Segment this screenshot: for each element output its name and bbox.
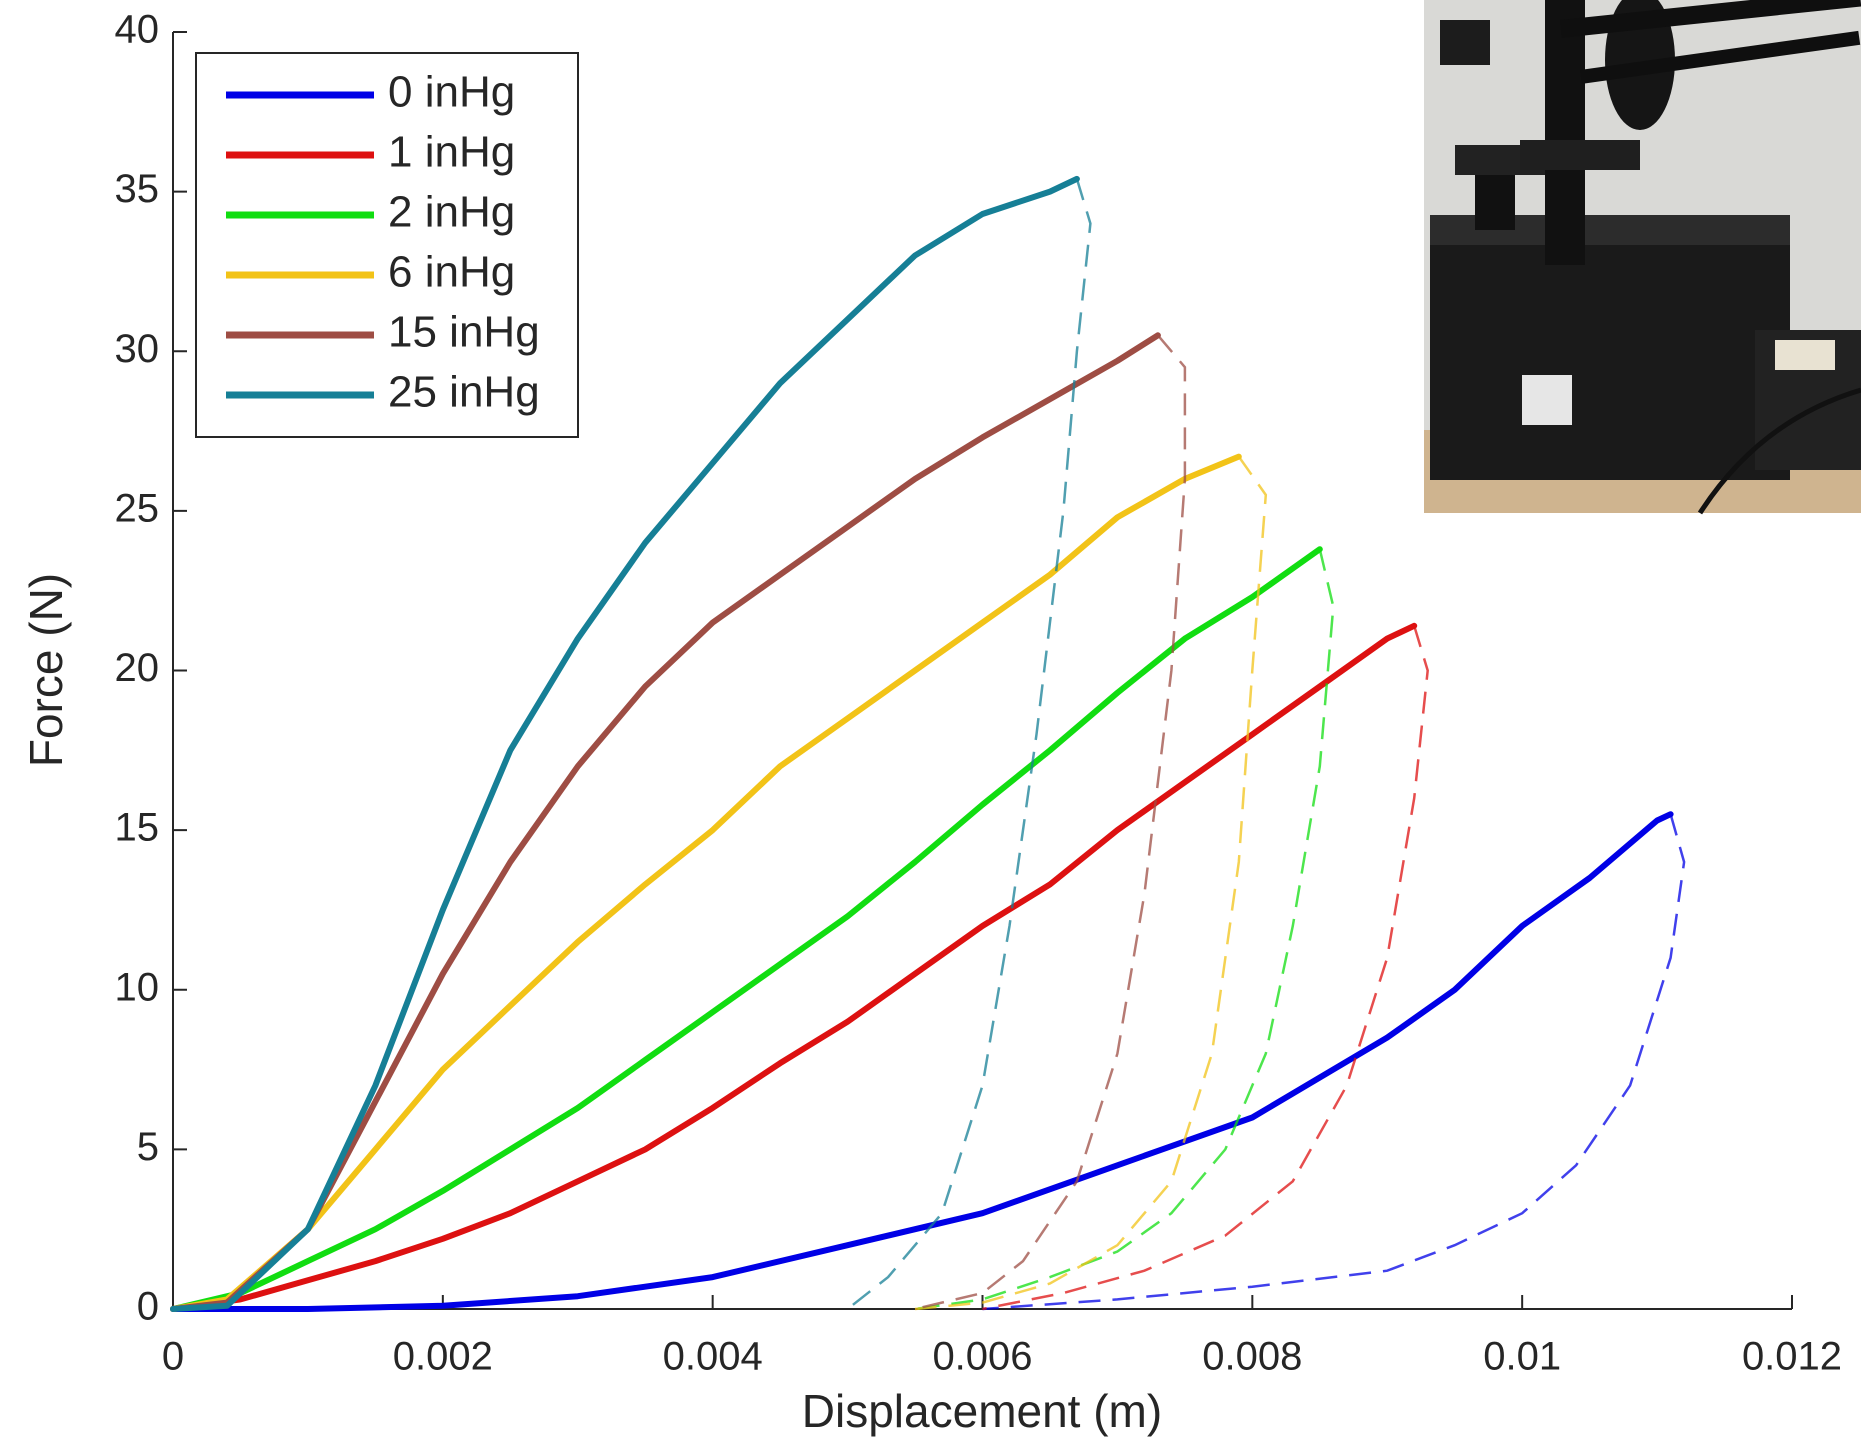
x-tick-label: 0 bbox=[162, 1335, 184, 1379]
loading-line bbox=[170, 453, 1242, 1312]
unloading-line bbox=[982, 813, 1686, 1311]
x-tick-label: 0.008 bbox=[1202, 1335, 1302, 1379]
legend: 0 inHg 1 inHg 2 inHg 6 inHg 15 inHg 25 inHg bbox=[195, 52, 579, 438]
y-tick-label: 5 bbox=[137, 1125, 159, 1169]
plot-area: 0 5 10 15 20 25 30 35 40 0 0.002 0.004 0.006 0.008 0.0… bbox=[115, 8, 1843, 1379]
photo-rod bbox=[1580, 30, 1861, 84]
loading-line bbox=[170, 546, 1323, 1312]
x-tick-label: 0.01 bbox=[1483, 1335, 1561, 1379]
photo-sample bbox=[1775, 340, 1835, 370]
photo-base bbox=[1430, 220, 1790, 480]
y-axis-title: Force (N) bbox=[20, 573, 72, 767]
unloading-line bbox=[914, 334, 1187, 1311]
unloading-line bbox=[914, 455, 1268, 1311]
loading-line bbox=[170, 175, 1080, 1312]
y-tick-label: 10 bbox=[115, 965, 160, 1009]
x-axis-title: Displacement (m) bbox=[802, 1385, 1162, 1437]
legend-box bbox=[195, 52, 579, 438]
y-tick-label: 35 bbox=[115, 167, 160, 211]
legend-label: 0 inHg bbox=[388, 68, 515, 117]
loading-line bbox=[170, 811, 1674, 1312]
legend-label: 15 inHg bbox=[388, 308, 540, 357]
x-tick-label: 0.002 bbox=[393, 1335, 493, 1379]
y-tick-label: 15 bbox=[115, 806, 160, 850]
photo-rod bbox=[1560, 0, 1861, 38]
legend-label: 2 inHg bbox=[388, 188, 515, 237]
unloading-line bbox=[982, 625, 1429, 1311]
photo-label bbox=[1522, 375, 1572, 425]
photo-inset bbox=[1424, 0, 1861, 515]
photo-arm bbox=[1520, 140, 1640, 170]
legend-label: 25 inHg bbox=[388, 368, 540, 417]
y-tick-label: 0 bbox=[137, 1285, 159, 1329]
x-tick-label: 0.012 bbox=[1742, 1335, 1842, 1379]
x-tick-label: 0.004 bbox=[663, 1335, 763, 1379]
y-tick-label: 40 bbox=[115, 8, 160, 52]
y-tick-label: 25 bbox=[115, 486, 160, 530]
y-tick-label: 30 bbox=[115, 327, 160, 371]
photo-cable bbox=[1697, 387, 1861, 515]
photo-column bbox=[1545, 0, 1585, 265]
legend-label: 6 inHg bbox=[388, 248, 515, 297]
legend-label: 1 inHg bbox=[388, 128, 515, 177]
loading-line bbox=[170, 332, 1161, 1312]
unloading-line bbox=[914, 548, 1335, 1311]
x-tick-label: 0.006 bbox=[932, 1335, 1032, 1379]
loading-line bbox=[170, 622, 1418, 1312]
photo-camera bbox=[1440, 20, 1490, 65]
y-tick-label: 20 bbox=[115, 646, 160, 690]
unloading-line bbox=[846, 178, 1092, 1310]
